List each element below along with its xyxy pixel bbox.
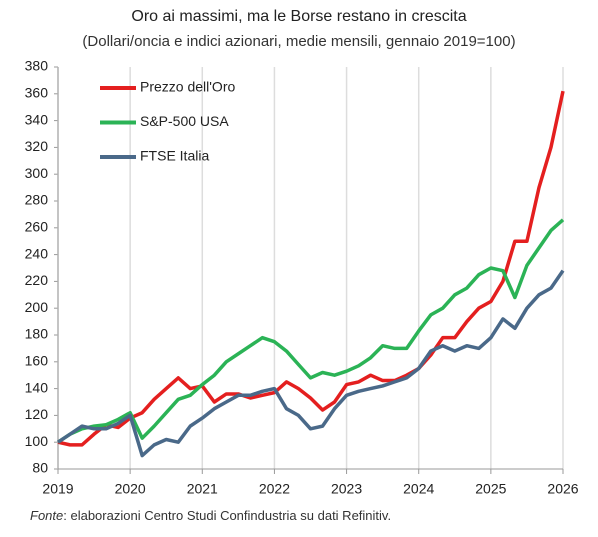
y-tick-label: 280 xyxy=(25,192,49,208)
y-tick-label: 140 xyxy=(25,379,49,395)
x-tick-label: 2021 xyxy=(187,481,218,497)
x-tick-label: 2026 xyxy=(547,481,578,497)
y-tick-label: 220 xyxy=(25,272,49,288)
chart-title: Oro ai massimi, ma le Borse restano in c… xyxy=(131,8,466,25)
y-tick-label: 340 xyxy=(25,111,49,127)
y-tick-label: 160 xyxy=(25,353,49,369)
y-tick-label: 240 xyxy=(25,245,49,261)
y-tick-label: 260 xyxy=(25,219,49,235)
series-line xyxy=(57,90,565,447)
source-label: Fonte xyxy=(30,508,63,523)
legend-label: Prezzo dell'Oro xyxy=(140,79,235,95)
source-text: : elaborazioni Centro Studi Confindustri… xyxy=(63,508,391,523)
x-tick-label: 2020 xyxy=(115,481,146,497)
y-tick-label: 380 xyxy=(25,58,49,74)
chart-subtitle: (Dollari/oncia e indici azionari, medie … xyxy=(82,33,515,50)
x-tick-label: 2025 xyxy=(475,481,506,497)
y-tick-label: 200 xyxy=(25,299,49,315)
y-tick-label: 100 xyxy=(25,433,49,449)
y-tick-label: 80 xyxy=(32,460,48,476)
y-tick-label: 360 xyxy=(25,85,49,101)
legend-label: S&P-500 USA xyxy=(140,113,229,129)
source-note: Fonte: elaborazioni Centro Studi Confind… xyxy=(30,508,391,523)
legend-label: FTSE Italia xyxy=(140,148,209,164)
y-tick-label: 120 xyxy=(25,406,49,422)
y-tick-label: 300 xyxy=(25,165,49,181)
y-tick-label: 320 xyxy=(25,138,49,154)
series-line xyxy=(57,218,565,444)
series-line xyxy=(57,269,565,458)
x-tick-label: 2019 xyxy=(42,481,73,497)
y-tick-label: 180 xyxy=(25,326,49,342)
x-tick-label: 2024 xyxy=(403,481,434,497)
x-tick-label: 2022 xyxy=(259,481,290,497)
x-tick-label: 2023 xyxy=(331,481,362,497)
